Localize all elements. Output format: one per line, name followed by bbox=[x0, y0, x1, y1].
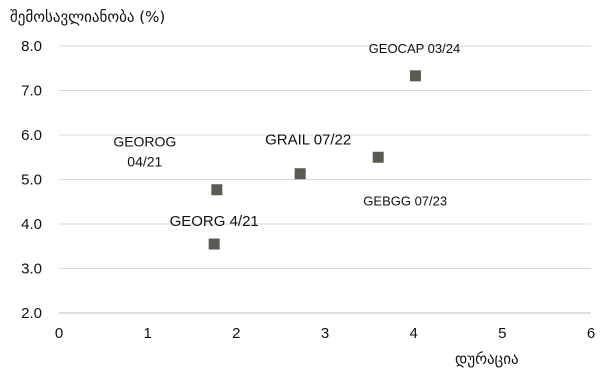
point-label: GEORG 4/21 bbox=[170, 213, 259, 230]
x-tick-label: 3 bbox=[321, 325, 329, 342]
y-tick-label: 8.0 bbox=[21, 38, 42, 55]
x-tick-label: 0 bbox=[55, 325, 63, 342]
x-tick-label: 2 bbox=[232, 325, 240, 342]
x-axis-title: დურაცია bbox=[455, 350, 519, 368]
grid-lines bbox=[59, 45, 591, 269]
data-point bbox=[211, 184, 223, 196]
point-label: GRAIL 07/22 bbox=[265, 132, 351, 149]
y-tick-label: 5.0 bbox=[21, 172, 42, 189]
y-tick-labels: 2.0 3.0 4.0 5.0 6.0 7.0 8.0 bbox=[21, 38, 42, 322]
point-label: GEOCAP 03/24 bbox=[369, 41, 461, 56]
y-tick-label: 3.0 bbox=[21, 261, 42, 278]
x-tick-label: 4 bbox=[409, 325, 417, 342]
x-tick-label: 1 bbox=[143, 325, 151, 342]
y-tick-label: 7.0 bbox=[21, 83, 42, 100]
x-tick-labels: 0 1 2 3 4 5 6 bbox=[55, 325, 595, 342]
x-tick-label: 5 bbox=[498, 325, 506, 342]
point-label: GEOROG bbox=[113, 134, 176, 150]
y-tick-label: 2.0 bbox=[21, 305, 42, 322]
data-point bbox=[372, 151, 384, 163]
data-point bbox=[294, 168, 306, 180]
data-point bbox=[208, 238, 220, 250]
point-label: GEBGG 07/23 bbox=[363, 193, 447, 208]
x-tick-label: 6 bbox=[587, 325, 595, 342]
y-axis-title: შემოსავლიანობა (%) bbox=[10, 8, 165, 26]
data-points bbox=[208, 70, 421, 250]
y-tick-label: 6.0 bbox=[21, 127, 42, 144]
y-tick-label: 4.0 bbox=[21, 216, 42, 233]
data-point bbox=[409, 70, 421, 82]
point-label: 04/21 bbox=[127, 154, 162, 170]
point-labels: GEOROG 04/21 GEORG 4/21 GRAIL 07/22 GEBGG 07… bbox=[113, 41, 460, 230]
